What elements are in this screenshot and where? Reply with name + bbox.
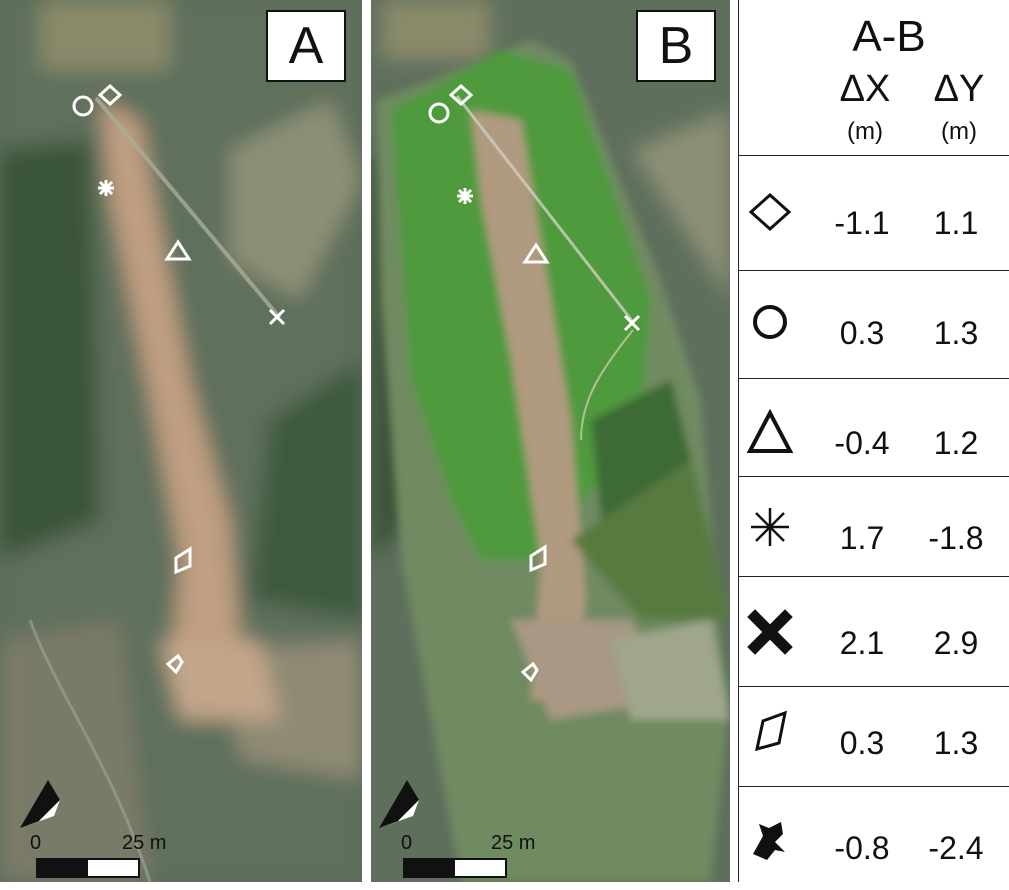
scale-distance-label: 25 m [122,832,167,854]
orthophoto-b-imagery [371,0,730,882]
scale-bar [36,858,140,878]
delta-x-value: 0.3 [839,315,885,351]
delta-x-value: 1.7 [839,520,885,556]
delta-x-value: 2.1 [839,625,885,661]
row-divider [739,155,1009,156]
cross-marker [623,314,641,332]
parallelogram-icon [755,710,787,752]
north-arrow-icon [379,780,419,828]
cross-icon [747,609,793,655]
row-divider [739,476,1009,477]
column-header-dy: ΔY [933,68,985,110]
bell-marker [165,653,184,675]
scale-distance-label: 25 m [491,832,536,854]
table-row: 1.7 -1.8 [739,480,1009,580]
row-divider [739,270,1009,271]
parallelogram-marker [529,544,547,573]
asterisk-marker [98,180,114,196]
scale-zero-label: 0 [401,832,413,854]
row-divider [739,378,1009,379]
delta-y-value: 2.9 [933,625,979,661]
delta-y-value: 1.3 [933,315,979,351]
circle-icon [753,305,787,339]
circle-marker [428,102,450,124]
north-arrow-icon [20,780,60,828]
parallelogram-marker [174,546,192,575]
row-divider [739,786,1009,787]
orthophoto-panel-a: A 0 25 m [0,0,362,882]
delta-x-value: -0.4 [834,425,890,461]
scale-zero-label: 0 [30,832,42,854]
triangle-icon [746,408,794,453]
table-row: 0.3 1.3 [739,685,1009,785]
bell-marker [520,661,539,683]
row-divider [739,686,1009,687]
delta-y-value: -2.4 [928,830,984,866]
triangle-marker [522,242,550,264]
panel-label-a: A [266,10,346,82]
asterisk-marker [457,188,473,204]
table-row: -0.4 1.2 [739,385,1009,485]
delta-y-value: 1.1 [933,205,979,241]
cross-marker [268,308,286,326]
triangle-marker [164,239,192,261]
orthophoto-a-imagery [0,0,362,882]
delta-x-value: 0.3 [839,725,885,761]
table-row: -1.1 1.1 [739,165,1009,265]
column-unit-dy: (m) [941,118,977,145]
scale-bar [403,858,507,878]
offset-table: A-B ΔX ΔY (m) (m) -1.1 1.1 0.3 1.3 -0.4 … [738,0,1009,882]
table-row: 0.3 1.3 [739,275,1009,375]
circle-marker [72,95,94,117]
diamond-marker [448,83,474,107]
table-title: A-B [852,12,926,61]
table-row: 2.1 2.9 [739,585,1009,685]
row-divider [739,576,1009,577]
delta-y-value: 1.2 [933,425,979,461]
bell-icon [753,822,785,860]
column-unit-dx: (m) [847,118,883,145]
diamond-marker [97,83,123,107]
panel-label-b: B [636,10,716,82]
diamond-icon [748,192,792,232]
column-header-dx: ΔX [839,68,891,110]
orthophoto-panel-b: B 0 25 m [371,0,730,882]
delta-x-value: -1.1 [834,205,890,241]
table-row: -0.8 -2.4 [739,790,1009,890]
asterisk-icon [751,508,789,546]
delta-y-value: -1.8 [928,520,984,556]
delta-x-value: -0.8 [834,830,890,866]
delta-y-value: 1.3 [933,725,979,761]
